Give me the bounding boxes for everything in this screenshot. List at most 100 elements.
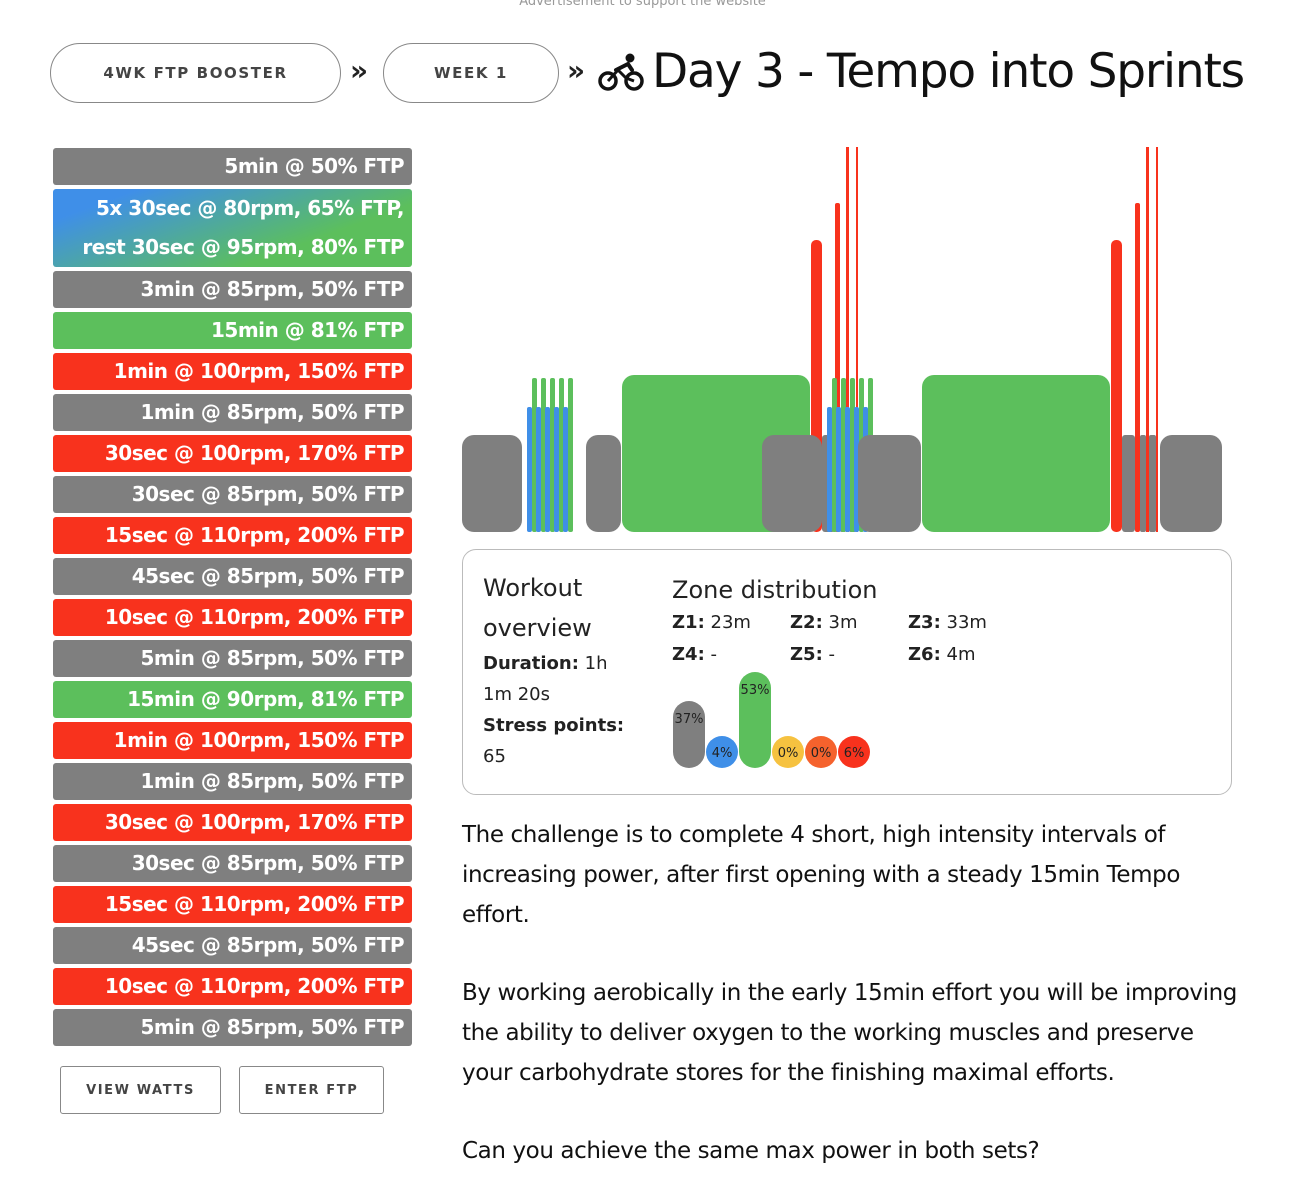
interval-row: 30sec @ 100rpm, 170% FTP bbox=[53, 435, 412, 472]
breadcrumb-plan-button[interactable]: 4WK FTP BOOSTER bbox=[50, 43, 341, 103]
interval-label: 1min @ 85rpm, 50% FTP bbox=[140, 769, 405, 793]
zone-value: 3m bbox=[822, 612, 858, 633]
interval-label: 1min @ 85rpm, 50% FTP bbox=[140, 400, 405, 424]
view-watts-button[interactable]: VIEW WATTS bbox=[60, 1066, 221, 1114]
interval-label: 45sec @ 85rpm, 50% FTP bbox=[131, 564, 405, 588]
profile-block bbox=[854, 407, 859, 532]
breadcrumb-week-button[interactable]: WEEK 1 bbox=[383, 43, 559, 103]
zone-distribution-heading: Zone distribution bbox=[672, 576, 878, 604]
zone-item: Z6: 4m bbox=[908, 644, 976, 665]
interval-row: 5min @ 85rpm, 50% FTP bbox=[53, 640, 412, 677]
interval-label: 5x 30sec @ 80rpm, 65% FTP, bbox=[96, 196, 405, 220]
profile-block bbox=[563, 407, 568, 532]
zone-value: 23m bbox=[704, 612, 751, 633]
interval-label: 15sec @ 110rpm, 200% FTP bbox=[104, 523, 405, 547]
zone-label: Z3: bbox=[908, 612, 941, 633]
page-title: Day 3 - Tempo into Sprints bbox=[652, 44, 1245, 99]
profile-block bbox=[922, 375, 1110, 532]
profile-block bbox=[827, 407, 832, 532]
profile-block bbox=[536, 407, 541, 532]
profile-block bbox=[541, 378, 546, 532]
interval-row: 30sec @ 100rpm, 170% FTP bbox=[53, 804, 412, 841]
zone-distribution-chart: 37% 4% 53% 0% 0% 6% bbox=[673, 672, 870, 768]
stress-label-text: Stress points: bbox=[483, 715, 625, 736]
advertisement-note: Advertisement to support the website bbox=[519, 0, 766, 9]
zone-pill bbox=[739, 672, 771, 768]
interval-row: 5min @ 85rpm, 50% FTP bbox=[53, 1009, 412, 1046]
profile-block bbox=[841, 378, 846, 532]
profile-block bbox=[568, 378, 573, 532]
zone-percent-label: 6% bbox=[844, 746, 865, 761]
zone-label: Z5: bbox=[790, 644, 823, 665]
profile-block bbox=[1146, 147, 1149, 532]
interval-row: 15sec @ 110rpm, 200% FTP bbox=[53, 517, 412, 554]
profile-block bbox=[1140, 435, 1146, 532]
interval-label: 3min @ 85rpm, 50% FTP bbox=[140, 277, 405, 301]
zone-pill bbox=[673, 700, 705, 768]
interval-label: 1min @ 100rpm, 150% FTP bbox=[113, 728, 405, 752]
interval-row: 1min @ 100rpm, 150% FTP bbox=[53, 722, 412, 759]
profile-block bbox=[1156, 147, 1158, 532]
interval-label: 10sec @ 110rpm, 200% FTP bbox=[104, 605, 405, 629]
interval-row: 45sec @ 85rpm, 50% FTP bbox=[53, 927, 412, 964]
interval-label: 1min @ 100rpm, 150% FTP bbox=[113, 359, 405, 383]
duration-value-cont: 1m 20s bbox=[483, 684, 550, 705]
zone-item: Z5: - bbox=[790, 644, 835, 665]
enter-ftp-button[interactable]: ENTER FTP bbox=[239, 1066, 384, 1114]
overview-heading: Workout bbox=[483, 574, 583, 602]
description-paragraph: By working aerobically in the early 15mi… bbox=[462, 980, 1237, 1086]
interval-label: 30sec @ 85rpm, 50% FTP bbox=[131, 482, 405, 506]
zone-pill bbox=[838, 736, 870, 768]
profile-block bbox=[1160, 435, 1222, 532]
interval-label: 15min @ 90rpm, 81% FTP bbox=[127, 687, 404, 711]
zone-label: Z2: bbox=[790, 612, 823, 633]
profile-block bbox=[856, 147, 858, 532]
zone-value: 4m bbox=[940, 644, 976, 665]
profile-block bbox=[550, 378, 555, 532]
interval-row: 1min @ 85rpm, 50% FTP bbox=[53, 394, 412, 431]
interval-label: 5min @ 85rpm, 50% FTP bbox=[140, 646, 405, 670]
profile-block bbox=[586, 435, 621, 532]
interval-row: 15min @ 81% FTP bbox=[53, 312, 412, 349]
workout-profile-chart bbox=[462, 147, 1222, 532]
interval-row: 1min @ 100rpm, 150% FTP bbox=[53, 353, 412, 390]
interval-row: 30sec @ 85rpm, 50% FTP bbox=[53, 476, 412, 513]
zone-percent-label: 53% bbox=[741, 683, 770, 698]
interval-row: 15sec @ 110rpm, 200% FTP bbox=[53, 886, 412, 923]
interval-list: 5min @ 50% FTP 5x 30sec @ 80rpm, 65% FTP,… bbox=[53, 148, 412, 1050]
profile-block bbox=[1135, 203, 1140, 532]
interval-label: 10sec @ 110rpm, 200% FTP bbox=[104, 974, 405, 998]
zone-percent-label: 37% bbox=[675, 712, 704, 727]
breadcrumb-separator: » bbox=[350, 54, 369, 87]
zone-item: Z2: 3m bbox=[790, 612, 858, 633]
interval-row: 10sec @ 110rpm, 200% FTP bbox=[53, 968, 412, 1005]
profile-block bbox=[527, 407, 532, 532]
profile-block bbox=[846, 147, 849, 532]
profile-block bbox=[762, 435, 822, 532]
interval-row: 3min @ 85rpm, 50% FTP bbox=[53, 271, 412, 308]
description-paragraph: The challenge is to complete 4 short, hi… bbox=[462, 822, 1181, 928]
zone-value: - bbox=[822, 644, 836, 665]
profile-block bbox=[554, 407, 559, 532]
zone-value: 33m bbox=[940, 612, 987, 633]
zone-item: Z1: 23m bbox=[672, 612, 751, 633]
profile-block bbox=[462, 435, 522, 532]
stress-value: 65 bbox=[483, 746, 506, 767]
bicycle-icon bbox=[598, 53, 644, 91]
zone-pill bbox=[706, 736, 738, 768]
profile-block bbox=[559, 378, 564, 532]
overview-heading-cont: overview bbox=[483, 614, 592, 642]
interval-row: 15min @ 90rpm, 81% FTP bbox=[53, 681, 412, 718]
zone-item: Z3: 33m bbox=[908, 612, 987, 633]
interval-label: 15sec @ 110rpm, 200% FTP bbox=[104, 892, 405, 916]
interval-label: 30sec @ 100rpm, 170% FTP bbox=[104, 441, 405, 465]
profile-block bbox=[845, 407, 850, 532]
zone-pill bbox=[772, 736, 804, 768]
profile-block bbox=[532, 378, 537, 532]
profile-block bbox=[850, 378, 855, 532]
interval-label: rest 30sec @ 95rpm, 80% FTP bbox=[82, 235, 404, 259]
zone-label: Z1: bbox=[672, 612, 705, 633]
profile-block bbox=[1111, 240, 1122, 532]
profile-block bbox=[836, 407, 841, 532]
zone-value: - bbox=[704, 644, 718, 665]
